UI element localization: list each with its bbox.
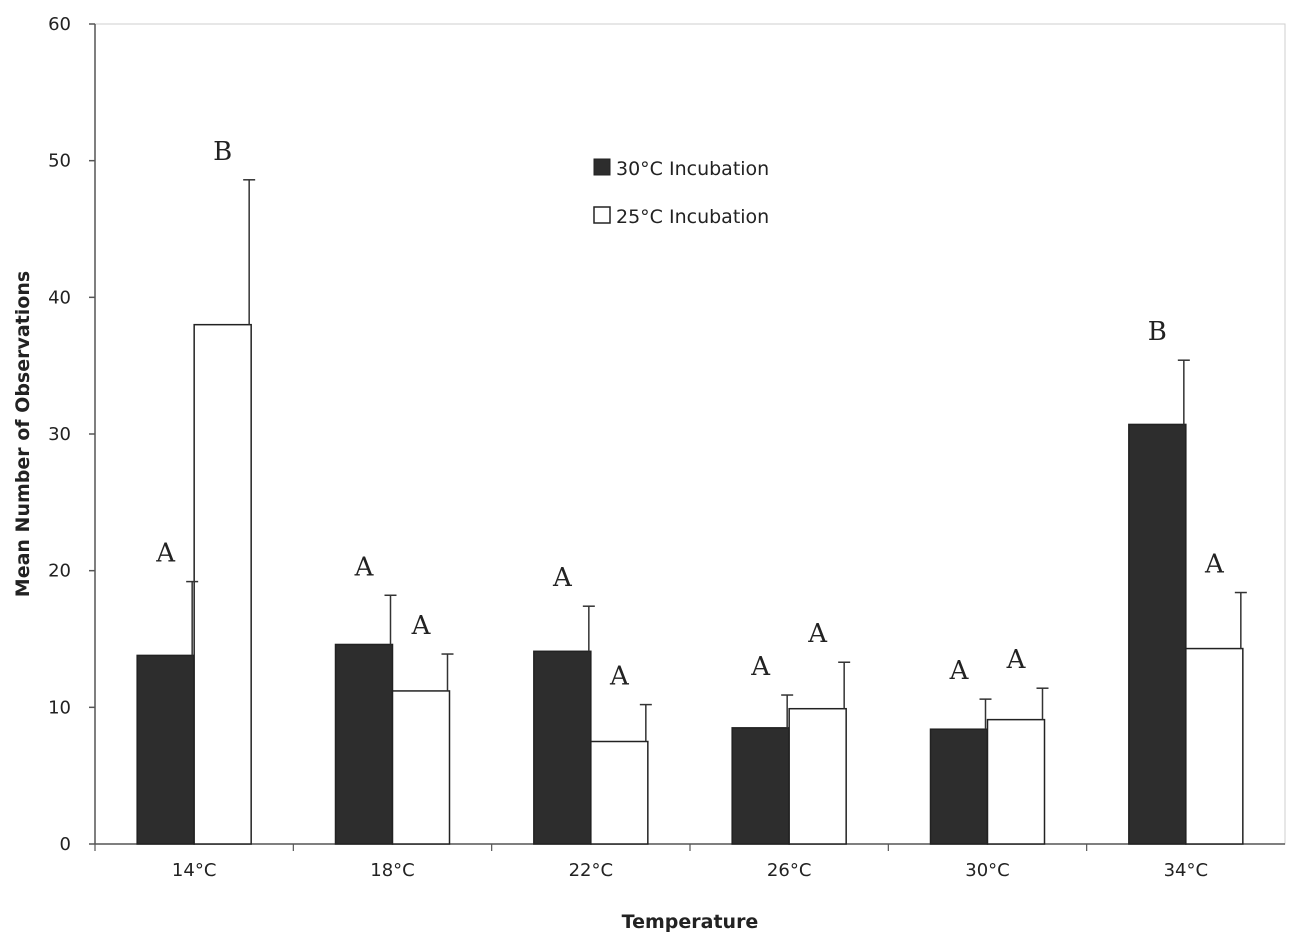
x-tick-label: 34°C (1164, 860, 1208, 881)
x-tick-label: 30°C (965, 860, 1009, 881)
y-tick-label: 0 (60, 834, 71, 855)
y-tick-label: 40 (48, 287, 71, 308)
significance-label: B (1148, 317, 1167, 347)
y-tick-label: 60 (48, 14, 71, 35)
x-tick-label: 22°C (569, 860, 613, 881)
significance-label: A (411, 611, 432, 641)
plot-area (94, 23, 1286, 845)
bars-group (136, 323, 1244, 845)
bar-25c-3 (788, 707, 847, 845)
significance-label: B (213, 137, 232, 167)
bar-30c-1 (334, 643, 394, 845)
x-axis-title: Temperature (622, 911, 759, 933)
bar-30c-0 (136, 654, 195, 845)
bar-25c-4 (986, 718, 1046, 845)
y-tick-label: 30 (48, 424, 71, 445)
significance-label: A (354, 552, 375, 582)
legend-label-25c: 25°C Incubation (616, 206, 769, 228)
legend-label-30c: 30°C Incubation (616, 158, 769, 180)
x-tick-label: 18°C (370, 860, 414, 881)
legend-swatch-30c (593, 158, 611, 176)
bar-30c-5 (1128, 423, 1187, 845)
error-bars-group (186, 179, 1247, 742)
significance-label: A (750, 652, 771, 682)
x-tick-label: 26°C (767, 860, 811, 881)
bar-25c-2 (590, 740, 649, 845)
significance-labels-group: A B A A A A A A A A B A (155, 137, 1225, 692)
bar-25c-0 (193, 323, 252, 845)
legend-swatch-25c (593, 206, 611, 224)
significance-label: A (609, 662, 630, 692)
significance-label: A (552, 563, 573, 593)
x-axis: 14°C 18°C 22°C 26°C 30°C 34°C (94, 843, 1285, 881)
significance-label: A (1006, 645, 1027, 675)
bar-30c-2 (533, 650, 592, 845)
bar-30c-4 (929, 728, 989, 845)
significance-label: A (1204, 550, 1225, 580)
y-axis: 0 10 20 30 40 50 60 (48, 14, 96, 855)
bar-25c-1 (391, 690, 451, 845)
bar-25c-5 (1185, 647, 1244, 845)
y-tick-label: 50 (48, 151, 71, 172)
significance-label: A (155, 539, 176, 569)
y-tick-label: 20 (48, 561, 71, 582)
x-tick-label: 14°C (172, 860, 216, 881)
significance-label: A (949, 656, 970, 686)
bar-30c-3 (731, 727, 790, 845)
significance-label: A (807, 619, 828, 649)
legend: 30°C Incubation 25°C Incubation (593, 158, 769, 228)
y-axis-title: Mean Number of Observations (12, 271, 34, 597)
y-tick-label: 10 (48, 697, 71, 718)
